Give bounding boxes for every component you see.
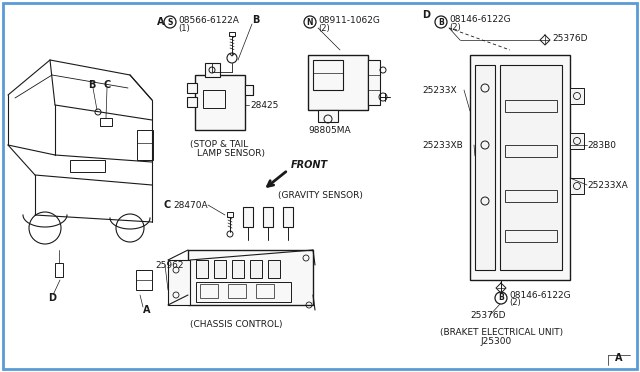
Text: 98805MA: 98805MA: [308, 125, 351, 135]
Text: D: D: [48, 293, 56, 303]
Bar: [505, 190, 557, 202]
Text: A: A: [615, 353, 623, 363]
Text: D: D: [422, 10, 430, 20]
Bar: [200, 284, 218, 298]
Text: A: A: [143, 305, 150, 315]
Bar: [470, 55, 570, 280]
Bar: [229, 32, 235, 36]
Bar: [232, 260, 244, 278]
Text: 25376D: 25376D: [470, 311, 506, 320]
Bar: [308, 55, 368, 110]
Bar: [227, 212, 233, 217]
Text: N: N: [307, 17, 313, 26]
Bar: [368, 60, 380, 105]
Bar: [505, 145, 557, 157]
Text: B: B: [88, 80, 95, 90]
Text: B: B: [438, 17, 444, 26]
Bar: [318, 110, 338, 122]
Text: (2): (2): [318, 23, 330, 32]
Text: LAMP SENSOR): LAMP SENSOR): [197, 148, 265, 157]
Bar: [205, 63, 220, 77]
Text: S: S: [167, 17, 173, 26]
Text: C: C: [103, 80, 110, 90]
Bar: [250, 260, 262, 278]
Text: B: B: [498, 294, 504, 302]
Text: 25233X: 25233X: [422, 86, 456, 94]
Bar: [137, 130, 153, 160]
Text: (2): (2): [449, 22, 461, 32]
Text: 08911-1062G: 08911-1062G: [318, 16, 380, 25]
Text: (STOP & TAIL: (STOP & TAIL: [190, 140, 248, 148]
Bar: [187, 83, 197, 93]
Text: 25376D: 25376D: [552, 33, 588, 42]
Text: 25962: 25962: [155, 260, 184, 269]
Bar: [214, 260, 226, 278]
Text: (2): (2): [509, 298, 521, 308]
Text: J25300: J25300: [480, 337, 511, 346]
Text: B: B: [252, 15, 259, 25]
Bar: [245, 85, 253, 95]
Text: 28425: 28425: [250, 100, 278, 109]
Text: FRONT: FRONT: [291, 160, 328, 170]
Text: 08146-6122G: 08146-6122G: [449, 15, 511, 23]
Text: 283B0: 283B0: [587, 141, 616, 150]
Bar: [70, 160, 105, 172]
Text: (CHASSIS CONTROL): (CHASSIS CONTROL): [190, 321, 282, 330]
Bar: [570, 178, 584, 194]
Text: (1): (1): [178, 23, 189, 32]
Text: (BRAKET ELECTRICAL UNIT): (BRAKET ELECTRICAL UNIT): [440, 327, 563, 337]
Bar: [195, 75, 245, 130]
Bar: [55, 263, 63, 277]
Bar: [570, 133, 584, 149]
Bar: [256, 284, 274, 298]
Bar: [196, 260, 208, 278]
Bar: [313, 60, 343, 90]
Bar: [263, 207, 273, 227]
Bar: [100, 118, 112, 126]
Bar: [188, 250, 313, 305]
Bar: [203, 90, 225, 108]
Bar: [187, 97, 197, 107]
Bar: [136, 270, 152, 290]
Bar: [243, 207, 253, 227]
Bar: [196, 282, 291, 302]
Bar: [283, 207, 293, 227]
Text: A: A: [157, 17, 164, 27]
Text: (GRAVITY SENSOR): (GRAVITY SENSOR): [278, 190, 363, 199]
Text: 08146-6122G: 08146-6122G: [509, 291, 571, 299]
Text: 08566-6122A: 08566-6122A: [178, 16, 239, 25]
Bar: [505, 230, 557, 242]
Bar: [475, 65, 495, 270]
Bar: [500, 65, 562, 270]
Bar: [168, 260, 190, 305]
Text: 25233XA: 25233XA: [587, 180, 628, 189]
Bar: [570, 88, 584, 104]
Bar: [505, 100, 557, 112]
Bar: [268, 260, 280, 278]
Text: C: C: [163, 200, 170, 210]
Text: 25233XB: 25233XB: [422, 141, 463, 150]
Text: 28470A: 28470A: [173, 201, 207, 209]
Bar: [228, 284, 246, 298]
